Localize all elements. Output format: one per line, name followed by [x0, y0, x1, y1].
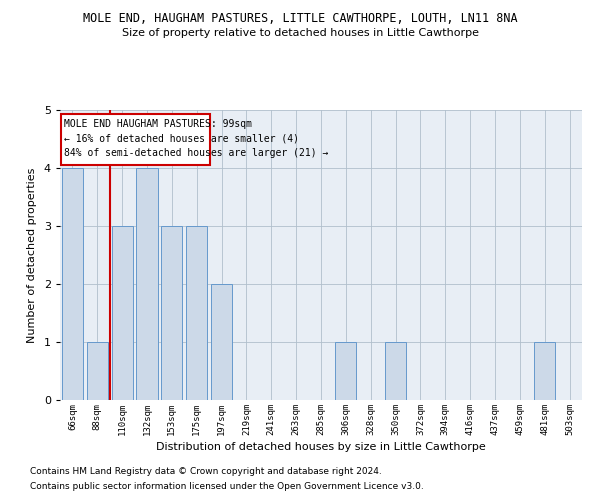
Text: Contains HM Land Registry data © Crown copyright and database right 2024.: Contains HM Land Registry data © Crown c… — [30, 467, 382, 476]
Text: Contains public sector information licensed under the Open Government Licence v3: Contains public sector information licen… — [30, 482, 424, 491]
Y-axis label: Number of detached properties: Number of detached properties — [27, 168, 37, 342]
Bar — [136, 168, 158, 400]
Text: ← 16% of detached houses are smaller (4): ← 16% of detached houses are smaller (4) — [64, 134, 299, 143]
Bar — [534, 342, 555, 400]
X-axis label: Distribution of detached houses by size in Little Cawthorpe: Distribution of detached houses by size … — [156, 442, 486, 452]
Bar — [112, 226, 133, 400]
Bar — [87, 342, 108, 400]
Bar — [186, 226, 207, 400]
Bar — [385, 342, 406, 400]
Bar — [161, 226, 182, 400]
Bar — [211, 284, 232, 400]
Bar — [62, 168, 83, 400]
Text: MOLE END, HAUGHAM PASTURES, LITTLE CAWTHORPE, LOUTH, LN11 8NA: MOLE END, HAUGHAM PASTURES, LITTLE CAWTH… — [83, 12, 517, 26]
Text: 84% of semi-detached houses are larger (21) →: 84% of semi-detached houses are larger (… — [64, 148, 329, 158]
Text: Size of property relative to detached houses in Little Cawthorpe: Size of property relative to detached ho… — [121, 28, 479, 38]
Bar — [335, 342, 356, 400]
Text: MOLE END HAUGHAM PASTURES: 99sqm: MOLE END HAUGHAM PASTURES: 99sqm — [64, 118, 252, 128]
FancyBboxPatch shape — [61, 114, 211, 165]
